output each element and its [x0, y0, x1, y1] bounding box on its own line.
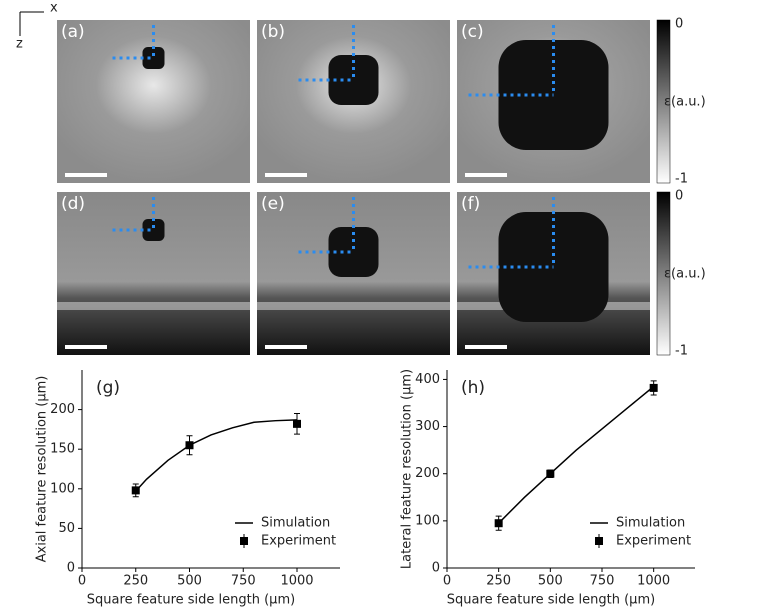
x-tick-label: 750: [590, 574, 615, 589]
chart-title: (h): [461, 378, 485, 398]
y-tick-label: 0: [67, 561, 75, 576]
x-tick-label: 1000: [280, 574, 313, 589]
y-tick-label: 0: [432, 561, 440, 576]
panel-label: (a): [61, 22, 85, 42]
colorbar: [656, 19, 671, 184]
legend-marker: [240, 537, 248, 545]
legend-label: Experiment: [261, 534, 336, 549]
legend-marker: [595, 537, 603, 545]
line: [498, 385, 655, 524]
panel-band: [257, 302, 450, 310]
y-tick-label: 300: [415, 419, 440, 434]
panel-label: (d): [61, 194, 85, 214]
x-axis-label: Square feature side length (µm): [447, 593, 655, 608]
y-tick-label: 100: [415, 513, 440, 528]
marker: [131, 486, 140, 495]
panel-label: (e): [261, 194, 285, 214]
x-tick-label: 1000: [637, 574, 670, 589]
marker: [546, 469, 555, 478]
panel-image: [57, 192, 250, 355]
y-tick-label: 400: [415, 372, 440, 387]
x-tick-label: 0: [78, 574, 86, 589]
x-tick-label: 500: [177, 574, 202, 589]
legend-label: Simulation: [261, 516, 330, 531]
feature: [328, 227, 379, 277]
colorbar-bottom: -1: [675, 172, 688, 187]
colorbar: [656, 191, 671, 356]
y-tick-label: 150: [50, 442, 75, 457]
y-axis-label: Axial feature resolution (µm): [35, 376, 50, 563]
y-axis-label: Lateral feature resolution (µm): [400, 369, 415, 569]
x-tick-label: 0: [443, 574, 451, 589]
marker: [293, 419, 301, 428]
marker: [185, 441, 194, 450]
feature: [142, 219, 165, 241]
x-tick-label: 500: [538, 574, 563, 589]
x-tick-label: 750: [231, 574, 256, 589]
marker: [649, 383, 658, 392]
axis-x-label: x: [50, 1, 58, 16]
panel-band: [57, 302, 250, 310]
y-tick-label: 50: [58, 521, 75, 536]
x-tick-label: 250: [123, 574, 148, 589]
colorbar-label: ε(a.u.): [664, 267, 706, 282]
panel-image: [57, 20, 250, 183]
colorbar-top: 0: [675, 189, 683, 204]
feature: [142, 47, 165, 69]
legend-label: Experiment: [616, 534, 691, 549]
y-tick-label: 200: [415, 466, 440, 481]
x-axis-label: Square feature side length (µm): [87, 593, 295, 608]
line: [135, 419, 298, 492]
panel-label: (b): [261, 22, 285, 42]
panel-label: (f): [461, 194, 480, 214]
colorbar-top: 0: [675, 17, 683, 32]
panel-label: (c): [461, 22, 484, 42]
y-tick-label: 200: [50, 402, 75, 417]
x-tick-label: 250: [486, 574, 511, 589]
colorbar-label: ε(a.u.): [664, 95, 706, 110]
marker: [494, 519, 503, 528]
legend-label: Simulation: [616, 516, 685, 531]
axis-z-label: z: [16, 37, 23, 52]
image-panels: (a) (b) (c) (d) (e) (f): [57, 20, 650, 355]
colorbar-bottom: -1: [675, 344, 688, 359]
y-tick-label: 100: [50, 481, 75, 496]
feature: [328, 55, 379, 105]
chart-title: (g): [96, 378, 120, 398]
